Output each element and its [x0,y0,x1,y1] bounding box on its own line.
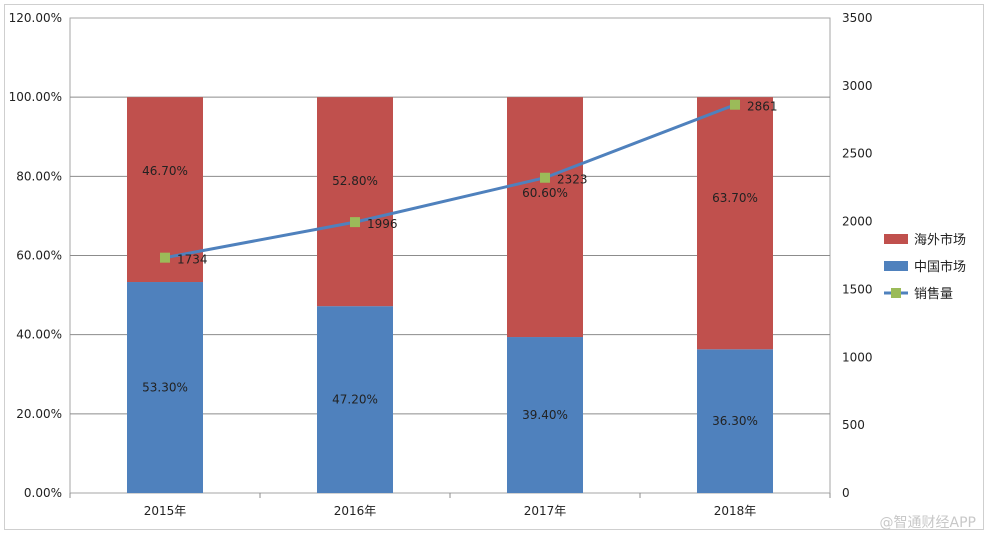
left-axis-tick-label: 0.00% [24,486,62,500]
sales-data-label: 2861 [747,100,778,114]
left-axis-tick-label: 80.00% [16,169,62,183]
legend-label: 销售量 [914,286,953,302]
legend-marker [891,288,901,298]
x-axis-tick-label: 2017年 [524,504,567,518]
left-axis-tick-label: 20.00% [16,407,62,421]
bar-segment [127,282,203,493]
bar-data-label: 46.70% [142,164,188,178]
bar-segment [697,97,773,350]
bar-segment [317,306,393,493]
right-axis-tick-label: 500 [842,418,865,432]
legend-label: 中国市场 [914,259,966,275]
right-axis-tick-label: 2500 [842,147,873,161]
legend-label: 海外市场 [914,232,966,248]
bar-data-label: 47.20% [332,393,378,407]
sales-data-label: 2323 [557,173,588,187]
left-axis-tick-label: 120.00% [9,11,62,25]
right-axis-tick-label: 3000 [842,79,873,93]
right-axis-tick-label: 1500 [842,282,873,296]
bar-data-label: 39.40% [522,408,568,422]
bar-segment [507,97,583,338]
bar-segment [697,349,773,493]
x-axis-tick-label: 2015年 [144,504,187,518]
x-axis-tick-label: 2016年 [334,504,377,518]
right-axis-tick-label: 2000 [842,215,873,229]
left-axis-tick-label: 60.00% [16,249,62,263]
bar-segment [317,97,393,307]
sales-data-label: 1996 [367,217,398,231]
bar-data-label: 63.70% [712,191,758,205]
right-axis-tick-label: 0 [842,486,850,500]
left-axis-tick-label: 100.00% [9,90,62,104]
sales-point [540,172,550,183]
right-axis-tick-label: 1000 [842,350,873,364]
sales-point [160,252,170,263]
sales-point [730,99,740,110]
legend-swatch [884,261,908,271]
x-axis-tick-label: 2018年 [714,504,757,518]
sales-data-label: 1734 [177,253,208,267]
bar-segment [507,337,583,493]
bar-data-label: 60.60% [522,186,568,200]
bar-data-label: 36.30% [712,414,758,428]
left-axis-tick-label: 40.00% [16,328,62,342]
bar-segment [127,97,203,283]
bar-data-label: 53.30% [142,381,188,395]
legend-swatch [884,234,908,244]
watermark: @智通财经APP [879,515,976,531]
right-axis-tick-label: 3500 [842,11,873,25]
bar-data-label: 52.80% [332,174,378,188]
sales-line [164,103,736,260]
sales-point [350,217,360,228]
